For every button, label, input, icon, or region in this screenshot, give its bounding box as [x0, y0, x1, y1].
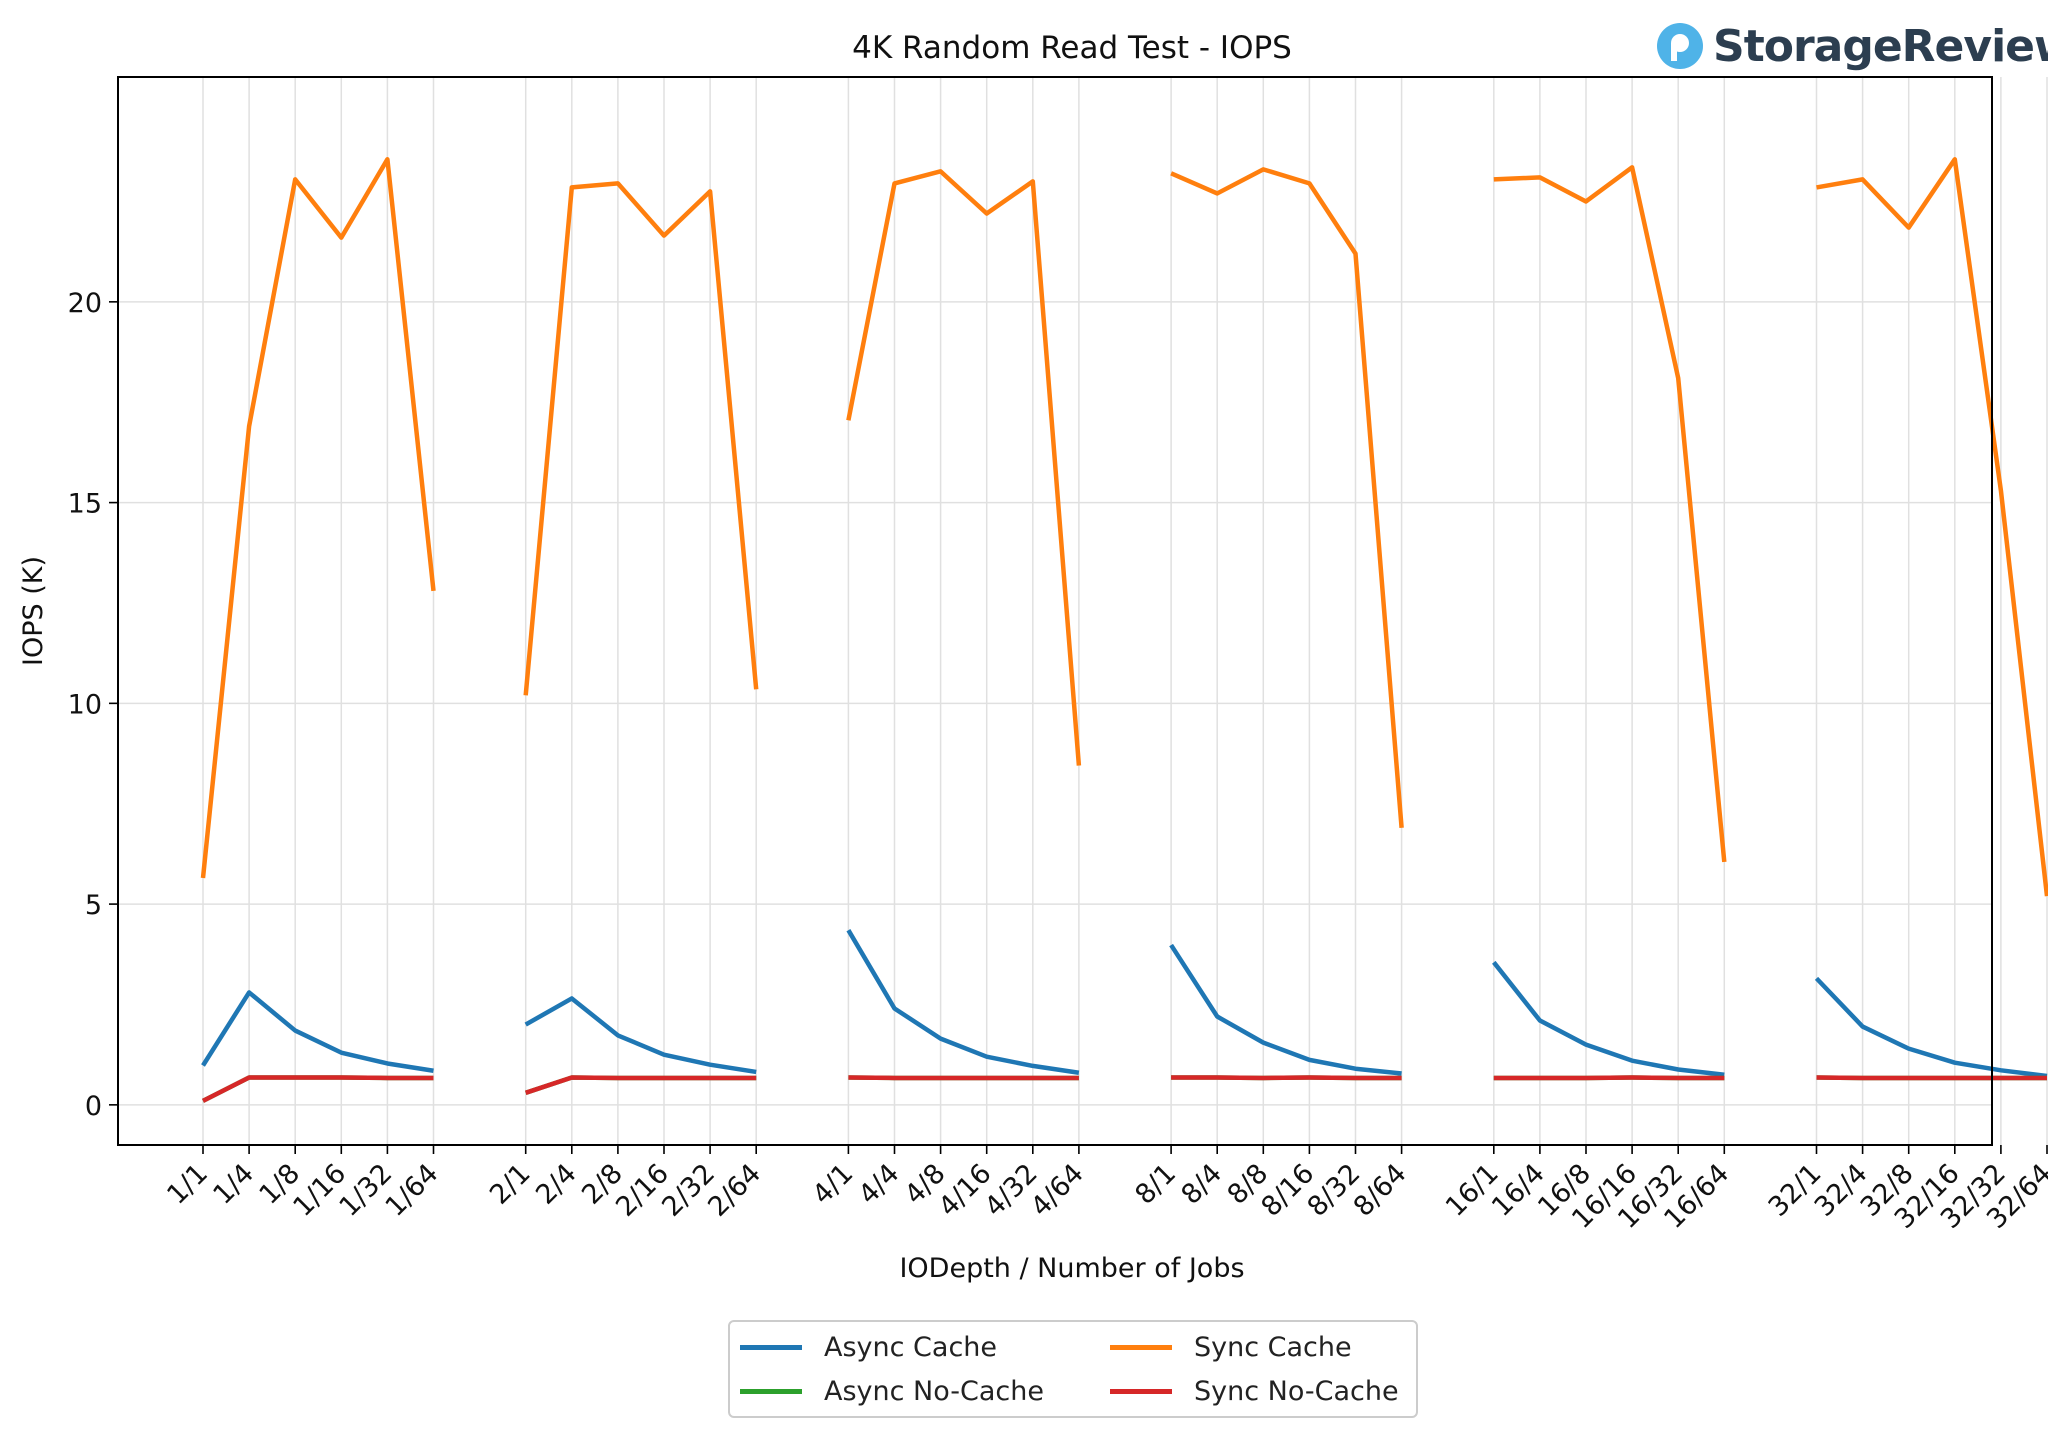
y-axis-label: IOPS (K) — [18, 556, 49, 666]
grid — [118, 77, 2048, 1145]
series-line-async-cache — [846, 929, 1080, 1075]
y-tick-label: 0 — [85, 1091, 102, 1122]
x-axis-label: IODepth / Number of Jobs — [899, 1253, 1244, 1284]
series-line-sync-cache — [1493, 165, 1727, 863]
x-tick-label: 16/4 — [1486, 1158, 1551, 1223]
x-tick-label: 8/1 — [1129, 1158, 1182, 1211]
legend-item-sync-cache: Sync Cache — [1110, 1332, 1352, 1363]
x-tick-label: 1/64 — [380, 1158, 445, 1223]
plot-area — [117, 76, 1993, 1146]
legend-swatch — [1110, 1389, 1172, 1394]
series-line-sync-cache — [846, 169, 1082, 766]
legend-swatch — [740, 1389, 802, 1394]
series-line-sync-no-cache — [201, 1075, 434, 1103]
x-tick-label: 32/1 — [1763, 1158, 1828, 1223]
x-tick-label: 2/32 — [656, 1158, 721, 1223]
x-tick-label: 32/4 — [1809, 1158, 1874, 1223]
y-tick-label: 5 — [85, 890, 102, 921]
x-tick-label: 8/16 — [1256, 1158, 1321, 1223]
storagereview-logo-icon — [1657, 23, 1703, 69]
y-tick-label: 15 — [68, 489, 102, 520]
series-lines — [200, 157, 2048, 1103]
x-tick-label: 1/16 — [287, 1158, 352, 1223]
x-tick-label: 4/32 — [979, 1158, 1044, 1223]
storagereview-logo: StorageReview — [1655, 18, 2048, 74]
x-tick-label: 4/1 — [807, 1158, 860, 1211]
series-line-sync-cache — [523, 181, 759, 696]
x-tick-label: 1/4 — [207, 1158, 260, 1211]
x-tick-label: 1/32 — [334, 1158, 399, 1223]
legend-label: Sync No-Cache — [1194, 1376, 1399, 1407]
x-tick-label: 2/64 — [702, 1158, 767, 1223]
series-line-async-cache — [1492, 960, 1725, 1077]
x-tick-label: 2/1 — [484, 1158, 537, 1211]
legend-item-async-no-cache: Async No-Cache — [740, 1376, 1044, 1407]
series-line-sync-no-cache — [524, 1075, 757, 1095]
x-tick-label: 8/64 — [1348, 1158, 1413, 1223]
x-tick-label: 2/4 — [530, 1158, 583, 1211]
legend-item-sync-no-cache: Sync No-Cache — [1110, 1376, 1399, 1407]
series-line-async-cache — [1814, 976, 2048, 1079]
legend: Async Cache Async No-Cache Sync Cache Sy… — [728, 1320, 1418, 1418]
series-line-sync-cache — [200, 157, 436, 879]
series-line-sync-cache — [1816, 157, 2048, 897]
x-tick-label: 1/1 — [161, 1158, 214, 1211]
logo-text: StorageReview — [1713, 20, 2048, 72]
y-axis: 0 5 10 15 20 — [68, 288, 118, 1122]
legend-label: Async No-Cache — [824, 1376, 1044, 1407]
series-line-async-cache — [524, 996, 757, 1075]
x-tick-label: 2/16 — [610, 1158, 675, 1223]
legend-label: Sync Cache — [1194, 1332, 1352, 1363]
x-tick-label: 8/4 — [1176, 1158, 1229, 1211]
series-line-async-cache — [201, 990, 434, 1073]
y-tick-label: 20 — [68, 288, 102, 319]
series-line-async-cache — [1169, 943, 1402, 1076]
x-tick-label: 4/4 — [853, 1158, 906, 1211]
y-tick-label: 10 — [68, 689, 102, 720]
x-tick-label: 4/16 — [933, 1158, 998, 1223]
x-axis: 1/11/41/81/161/321/64 2/12/42/82/162/322/… — [161, 1145, 2048, 1235]
legend-item-async-cache: Async Cache — [740, 1332, 997, 1363]
x-tick-label: 4/64 — [1025, 1158, 1090, 1223]
legend-swatch — [1110, 1345, 1172, 1350]
x-tick-label: 8/32 — [1302, 1158, 1367, 1223]
legend-label: Async Cache — [824, 1332, 998, 1363]
x-tick-label: 16/1 — [1440, 1158, 1505, 1223]
legend-swatch — [740, 1345, 802, 1350]
series-line-sync-cache — [1170, 167, 1404, 828]
chart-title: 4K Random Read Test - IOPS — [852, 30, 1292, 66]
